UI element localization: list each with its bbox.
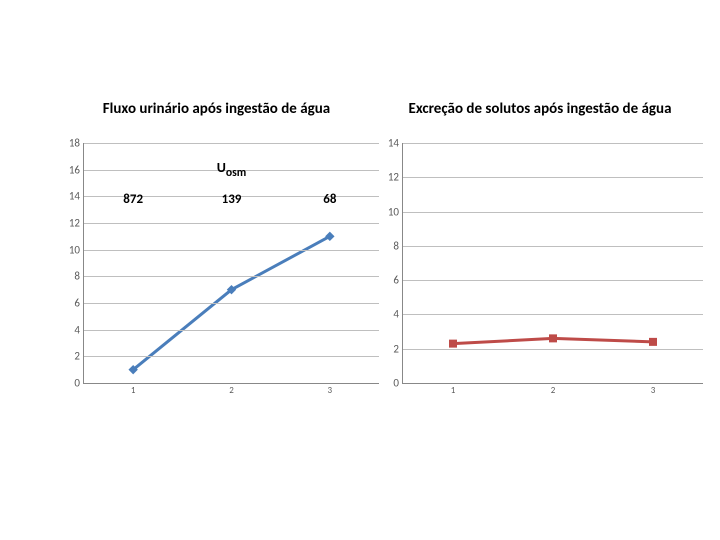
xtick-label: 3 [328, 383, 333, 396]
gridline [84, 250, 379, 251]
xtick-label: 1 [451, 383, 456, 396]
ytick-label: 2 [393, 342, 403, 355]
ytick-label: 2 [74, 350, 84, 363]
data-label: 68 [323, 192, 336, 207]
ytick-label: 8 [393, 239, 403, 252]
series-marker-excrecao [450, 340, 457, 347]
gridline [84, 303, 379, 304]
series-marker-fluxo [129, 366, 137, 374]
series-marker-excrecao [550, 335, 557, 342]
ytick-label: 8 [74, 270, 84, 283]
gridline [84, 143, 379, 144]
ytick-label: 12 [69, 217, 84, 230]
ytick-label: 10 [388, 205, 403, 218]
gridline [403, 246, 703, 247]
gridline [403, 280, 703, 281]
ytick-label: 18 [69, 137, 84, 150]
xtick-label: 1 [131, 383, 136, 396]
ytick-label: 12 [388, 171, 403, 184]
gridline [84, 330, 379, 331]
ytick-label: 14 [388, 137, 403, 150]
gridline [403, 349, 703, 350]
ytick-label: 0 [74, 377, 84, 390]
gridline [84, 276, 379, 277]
chart-right-svg [403, 143, 703, 383]
xtick-label: 2 [551, 383, 556, 396]
ytick-label: 14 [69, 190, 84, 203]
ytick-label: 16 [69, 163, 84, 176]
series-line-excrecao [453, 338, 653, 343]
gridline [403, 143, 703, 144]
chart-right: Excreção de solutos após ingestão de águ… [378, 100, 703, 384]
slide: Fluxo urinário após ingestão de água 024… [0, 0, 720, 540]
gridline [403, 314, 703, 315]
series-marker-fluxo [228, 286, 236, 294]
gridline [84, 356, 379, 357]
ytick-label: 6 [74, 297, 84, 310]
gridline [403, 177, 703, 178]
series-marker-fluxo [326, 232, 334, 240]
data-label: 872 [123, 192, 143, 207]
ytick-label: 0 [393, 377, 403, 390]
data-label: 139 [222, 192, 242, 207]
gridline [84, 223, 379, 224]
ytick-label: 4 [74, 323, 84, 336]
chart-right-plot: 02468101214123 [402, 143, 703, 384]
chart-right-title: Excreção de solutos após ingestão de águ… [378, 100, 702, 118]
chart-left-title: Fluxo urinário após ingestão de água [55, 100, 378, 118]
chart-left-plot: 02468101214161812387213968Uosm [83, 143, 379, 384]
gridline [403, 212, 703, 213]
ytick-label: 6 [393, 274, 403, 287]
annotation-label: Uosm [217, 160, 247, 181]
ytick-label: 4 [393, 308, 403, 321]
ytick-label: 10 [69, 243, 84, 256]
series-marker-excrecao [650, 338, 657, 345]
xtick-label: 3 [651, 383, 656, 396]
xtick-label: 2 [229, 383, 234, 396]
chart-left: Fluxo urinário após ingestão de água 024… [55, 100, 379, 384]
